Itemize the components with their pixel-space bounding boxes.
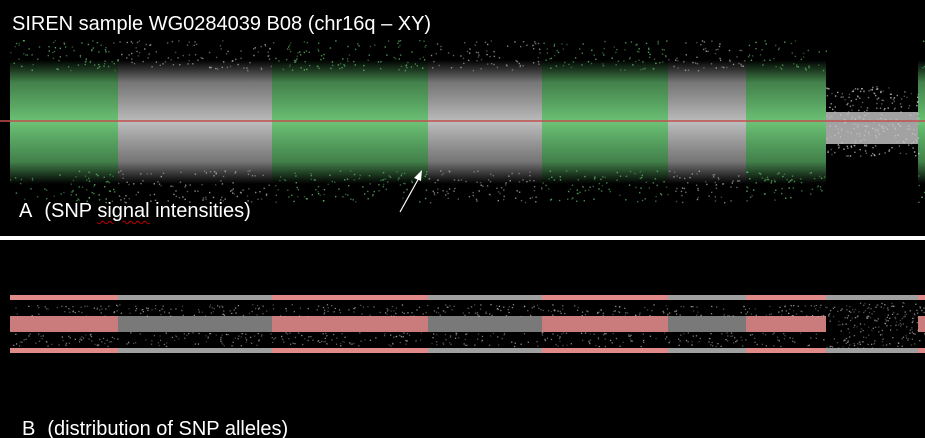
panel-allele-distribution: B (distribution of SNP alleles) (0, 240, 925, 438)
figure-title: SIREN sample WG0284039 B08 (chr16q – XY) (12, 13, 432, 35)
allele-band-bottom-pink (10, 348, 118, 353)
allele-band-top-pink (10, 295, 118, 300)
panel-a-letter: A (19, 200, 33, 222)
allele-band-mid-pink (918, 316, 925, 332)
panel-b-caption: B (distribution of SNP alleles) (22, 419, 288, 438)
allele-band-mid-pink (542, 316, 668, 332)
allele-band-mid-grey (428, 316, 542, 332)
allele-band-bottom (10, 348, 925, 353)
allele-band-mid-grey (668, 316, 746, 332)
signal-band-grey (118, 60, 272, 184)
panel-a-caption-flag: signal (97, 200, 150, 222)
panel-a-caption-pre: (SNP (44, 200, 98, 222)
panel-b-caption-flag: distribution (54, 418, 151, 438)
allele-band-bottom-pink (746, 348, 826, 353)
allele-band-top-pink (542, 295, 668, 300)
signal-band-green (746, 60, 826, 184)
panel-b-caption-pre: ( (47, 418, 55, 438)
panel-b-letter: B (22, 418, 36, 438)
signal-band-green (272, 60, 428, 184)
arrow-pointer-icon (399, 170, 422, 213)
allele-band-mid-pink (10, 316, 118, 332)
panel-a-caption-post: intensities) (149, 200, 251, 222)
allele-band-top-pink (746, 295, 826, 300)
allele-band-top-pink (272, 295, 428, 300)
signal-band-green (918, 60, 925, 184)
allele-distribution-plot (10, 295, 925, 353)
signal-band-green (10, 60, 118, 184)
signal-band-grey (428, 60, 542, 184)
signal-band-grey (826, 112, 918, 144)
allele-band-bottom-pink (542, 348, 668, 353)
allele-band-bottom-pink (918, 348, 925, 353)
signal-band-green (542, 60, 668, 184)
allele-band-mid-pink (746, 316, 826, 332)
allele-band-mid-grey (118, 316, 272, 332)
panel-a-caption: A (SNP signal intensities) (19, 201, 251, 221)
allele-band-top (10, 295, 925, 300)
signal-intensity-plot (0, 40, 925, 213)
allele-band-mid-pink (272, 316, 428, 332)
allele-band-bottom-pink (272, 348, 428, 353)
allele-band-top-pink (918, 295, 925, 300)
panel-b-caption-post: of SNP alleles) (150, 418, 289, 438)
panel-signal-intensities: SIREN sample WG0284039 B08 (chr16q – XY)… (0, 0, 925, 236)
signal-band-grey (668, 60, 746, 184)
